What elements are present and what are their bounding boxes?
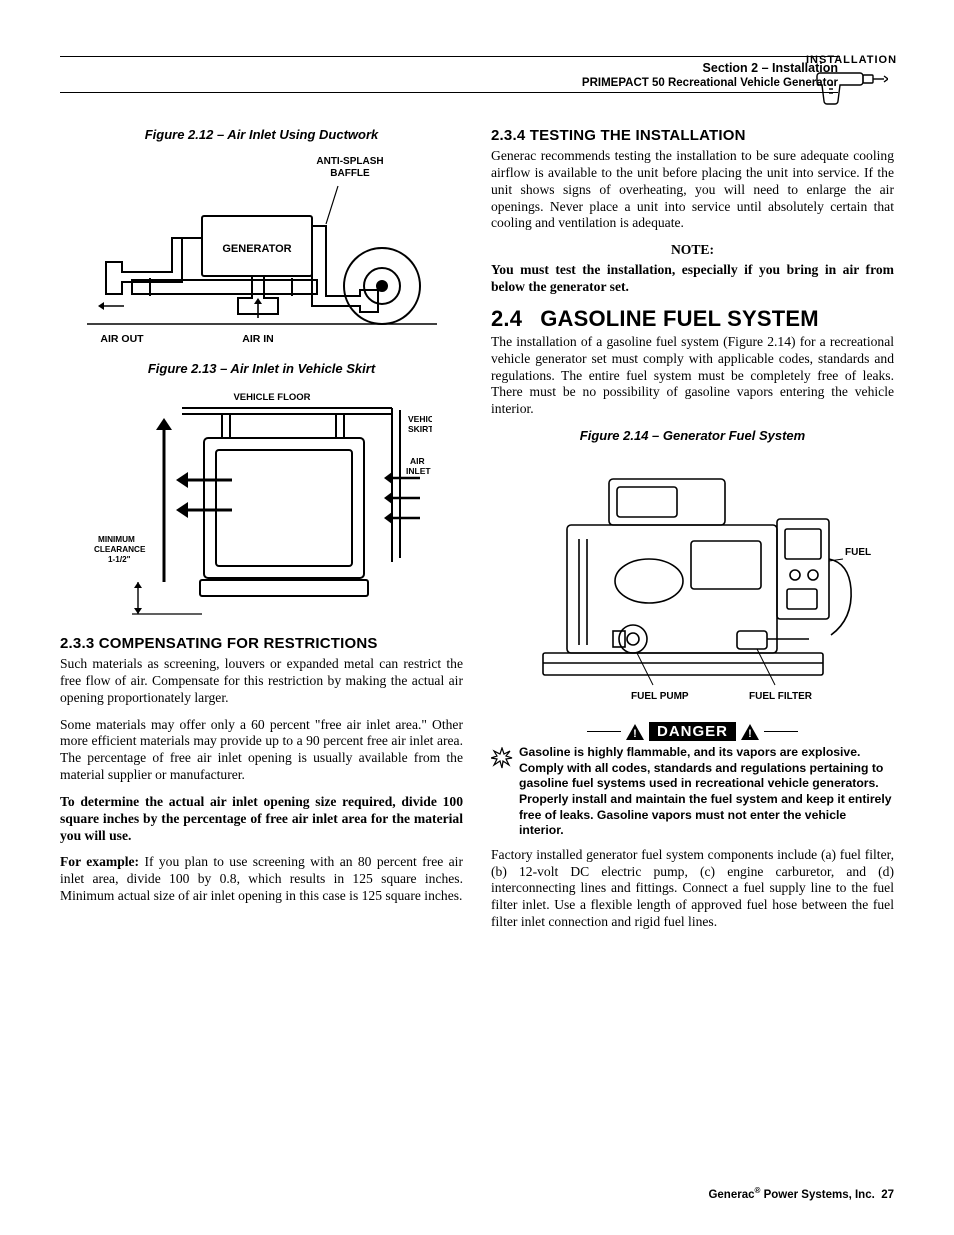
section-2-4-number: 2.4 bbox=[491, 306, 522, 332]
warning-triangle-icon: ! bbox=[625, 723, 645, 741]
section-2-4-title: GASOLINE FUEL SYSTEM bbox=[540, 306, 819, 332]
figure-2-12: GENERATOR ANTI-SPLASH BAFFLE AIR OUT AIR… bbox=[60, 148, 463, 353]
section-2-3-3-heading: 2.3.3 COMPENSATING FOR RESTRICTIONS bbox=[60, 635, 463, 652]
generator-label: GENERATOR bbox=[222, 243, 291, 255]
danger-word: DANGER bbox=[649, 722, 736, 741]
warning-triangle-icon: ! bbox=[740, 723, 760, 741]
air-inlet-label-1: AIR bbox=[410, 456, 425, 466]
note-label: NOTE: bbox=[491, 242, 894, 258]
page-header: Section 2 – Installation PRIMEPACT 50 Re… bbox=[60, 56, 894, 93]
svg-text:!: ! bbox=[633, 728, 637, 740]
explosion-icon bbox=[491, 747, 513, 769]
fuel-filter-label: FUEL FILTER bbox=[749, 691, 813, 702]
figure-2-12-title: Figure 2.12 – Air Inlet Using Ductwork bbox=[60, 127, 463, 142]
svg-text:!: ! bbox=[748, 728, 752, 740]
section-2-3-3-p1: Such materials as screening, louvers or … bbox=[60, 656, 463, 707]
drill-icon bbox=[814, 67, 888, 109]
right-column: 2.3.4 TESTING THE INSTALLATION Generac r… bbox=[491, 123, 894, 941]
figure-2-13-title: Figure 2.13 – Air Inlet in Vehicle Skirt bbox=[60, 361, 463, 376]
air-out-label: AIR OUT bbox=[100, 333, 144, 345]
product-title: PRIMEPACT 50 Recreational Vehicle Genera… bbox=[60, 77, 838, 93]
note-body: You must test the installation, especial… bbox=[491, 262, 894, 296]
section-2-3-3-p2: Some materials may offer only a 60 perce… bbox=[60, 717, 463, 784]
installation-stamp: INSTALLATION bbox=[806, 54, 896, 109]
min-clearance-label-2: CLEARANCE bbox=[94, 545, 146, 554]
figure-2-14: FUEL LINE FUEL PUMP FUEL FILTER bbox=[491, 449, 894, 714]
anti-splash-label: ANTI-SPLASH bbox=[316, 156, 383, 167]
section-2-3-3-p4: For example: If you plan to use screenin… bbox=[60, 854, 463, 905]
danger-text: Gasoline is highly flammable, and its va… bbox=[519, 745, 894, 839]
vehicle-skirt-label-2: SKIRT bbox=[408, 424, 432, 434]
air-inlet-label-2: INLET bbox=[406, 466, 431, 476]
baffle-label: BAFFLE bbox=[330, 168, 370, 179]
figure-2-13: VEHICLE FLOOR VEHICLE SKIRT AIR INLET MI… bbox=[60, 382, 463, 625]
section-2-3-4-p1: Generac recommends testing the installat… bbox=[491, 148, 894, 232]
vehicle-skirt-label-1: VEHICLE bbox=[408, 414, 432, 424]
footer-company: Generac bbox=[708, 1189, 754, 1201]
footer-suffix: Power Systems, Inc. bbox=[760, 1189, 874, 1201]
danger-banner: ! DANGER ! bbox=[491, 722, 894, 741]
air-in-label: AIR IN bbox=[242, 333, 274, 345]
danger-body: Gasoline is highly flammable, and its va… bbox=[491, 745, 894, 839]
figure-2-14-title: Figure 2.14 – Generator Fuel System bbox=[491, 428, 894, 443]
min-clearance-label-1: MINIMUM bbox=[98, 535, 135, 544]
for-example-label: For example: bbox=[60, 854, 139, 869]
page-number: 27 bbox=[881, 1189, 894, 1201]
installation-label: INSTALLATION bbox=[806, 54, 896, 66]
section-title: Section 2 – Installation bbox=[60, 57, 838, 77]
min-clearance-label-3: 1-1/2" bbox=[108, 555, 131, 564]
section-2-3-3-p3: To determine the actual air inlet openin… bbox=[60, 794, 463, 845]
left-column: Figure 2.12 – Air Inlet Using Ductwork bbox=[60, 123, 463, 941]
section-2-4-p2: Factory installed generator fuel system … bbox=[491, 847, 894, 931]
vehicle-floor-label: VEHICLE FLOOR bbox=[233, 392, 310, 403]
fuel-line-label: FUEL LINE bbox=[845, 547, 873, 558]
fuel-pump-label: FUEL PUMP bbox=[631, 691, 689, 702]
section-2-3-4-heading: 2.3.4 TESTING THE INSTALLATION bbox=[491, 127, 894, 144]
section-2-4-p1: The installation of a gasoline fuel syst… bbox=[491, 334, 894, 418]
page-footer: Generac® Power Systems, Inc. 27 bbox=[708, 1186, 894, 1201]
section-2-4-heading: 2.4 GASOLINE FUEL SYSTEM bbox=[491, 306, 894, 332]
